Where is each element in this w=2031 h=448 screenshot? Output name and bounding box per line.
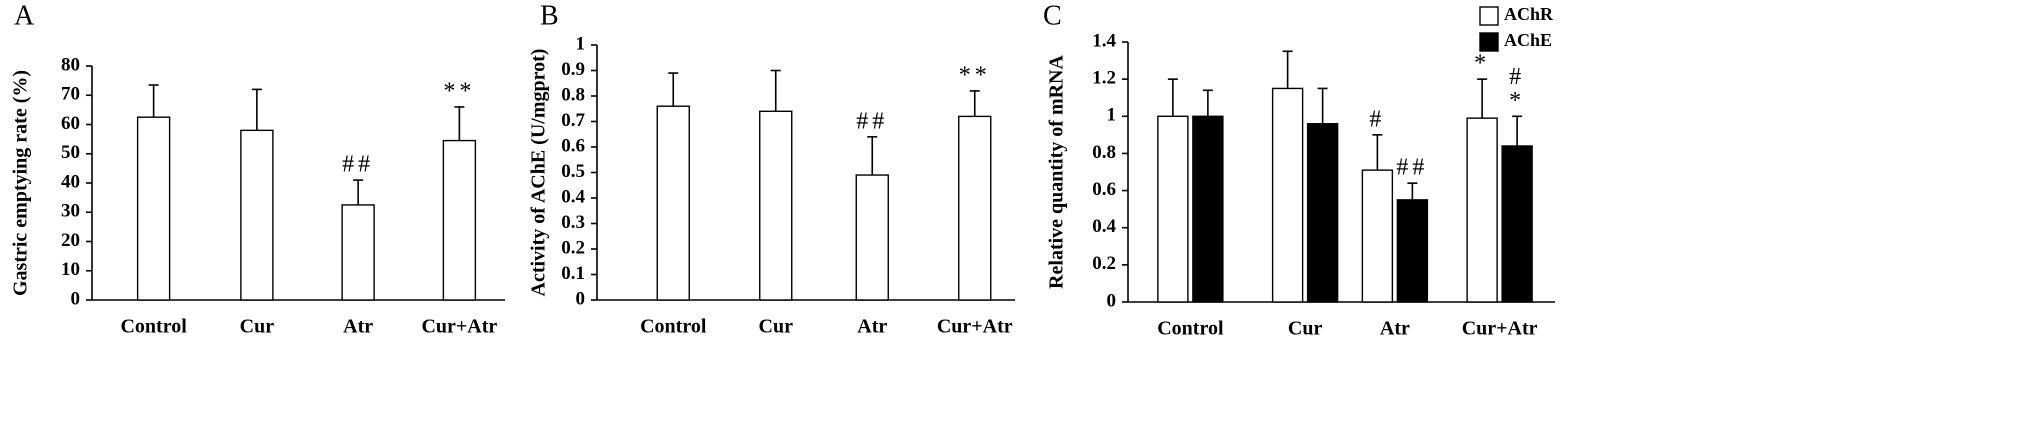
x-tick-label: Cur+Atr [937,316,1013,338]
y-tick-label: 0.7 [561,110,585,131]
bar [136,116,171,301]
x-tick-label: Cur [240,316,275,338]
y-tick-label: 0 [71,288,81,309]
y-tick-label: 0.2 [1092,253,1116,274]
annotation: # [1509,64,1525,90]
annotation: ## [342,152,374,178]
annotation: ## [1396,155,1428,181]
y-tick-label: 20 [61,230,80,251]
y-axis-label: Relative quantity of mRNA [1046,55,1068,289]
annotation: ## [856,108,888,134]
bar [1396,199,1429,303]
annotation: ** [443,78,475,104]
y-tick-label: 0 [1107,290,1117,311]
y-tick-label: 0.8 [1092,142,1116,163]
x-tick-label: Control [1157,318,1224,340]
legend-swatch [1479,32,1499,52]
y-tick-label: 10 [61,259,80,280]
x-tick-label: Cur+Atr [421,316,497,338]
y-tick-label: 40 [61,171,80,192]
y-tick-label: 30 [61,201,80,222]
bar [442,139,477,301]
y-tick-label: 50 [61,142,80,163]
y-tick-label: 0.4 [561,186,585,207]
bar [1501,145,1533,303]
y-tick-label: 1.4 [1092,30,1116,51]
y-tick-label: 0.4 [1092,216,1116,237]
annotation: ** [959,62,991,88]
bar [855,174,889,301]
x-tick-label: Cur [1288,318,1323,340]
y-tick-label: 0.3 [561,212,585,233]
y-tick-label: 80 [61,54,80,75]
annotation: # [1369,106,1385,132]
panel-label: A [14,0,35,31]
y-tick-label: 0.8 [561,84,585,105]
y-tick-label: 0.5 [561,161,585,182]
legend-label: AChE [1504,30,1552,50]
x-tick-label: Control [120,316,187,338]
bar [1271,87,1304,303]
x-tick-label: Control [640,316,707,338]
y-tick-label: 60 [61,113,80,134]
bar [240,129,274,301]
bar [1466,117,1498,303]
bar [1361,169,1394,303]
bar [1192,115,1224,303]
y-tick-label: 0.9 [561,59,585,80]
annotation: * [1509,88,1525,114]
bar [759,110,793,301]
annotation: * [1474,51,1490,77]
bar [656,105,690,301]
panel-label: B [540,0,559,31]
x-tick-label: Atr [343,316,373,338]
y-tick-label: 0 [576,288,586,309]
x-tick-label: Cur [759,316,794,338]
y-tick-label: 0.6 [561,135,585,156]
y-tick-label: 70 [61,84,80,105]
y-tick-label: 1 [576,33,586,54]
bar [1306,123,1339,303]
legend-swatch [1479,6,1499,26]
y-tick-label: 0.2 [561,237,585,258]
y-tick-label: 0.1 [561,263,585,284]
x-tick-label: Atr [1380,318,1410,340]
bar [958,115,992,301]
y-tick-label: 1.2 [1092,68,1116,89]
panel-label: C [1043,0,1062,31]
x-tick-label: Cur+Atr [1462,318,1538,340]
y-tick-label: 1 [1107,105,1117,126]
bar [341,204,375,301]
y-tick-label: 0.6 [1092,179,1116,200]
y-axis-label: Gastric emptying rate (%) [10,70,32,296]
y-axis-label: Activity of AChE (U/mgprot) [528,49,550,297]
bar [1157,115,1189,303]
x-tick-label: Atr [857,316,887,338]
legend-label: AChR [1504,4,1554,24]
